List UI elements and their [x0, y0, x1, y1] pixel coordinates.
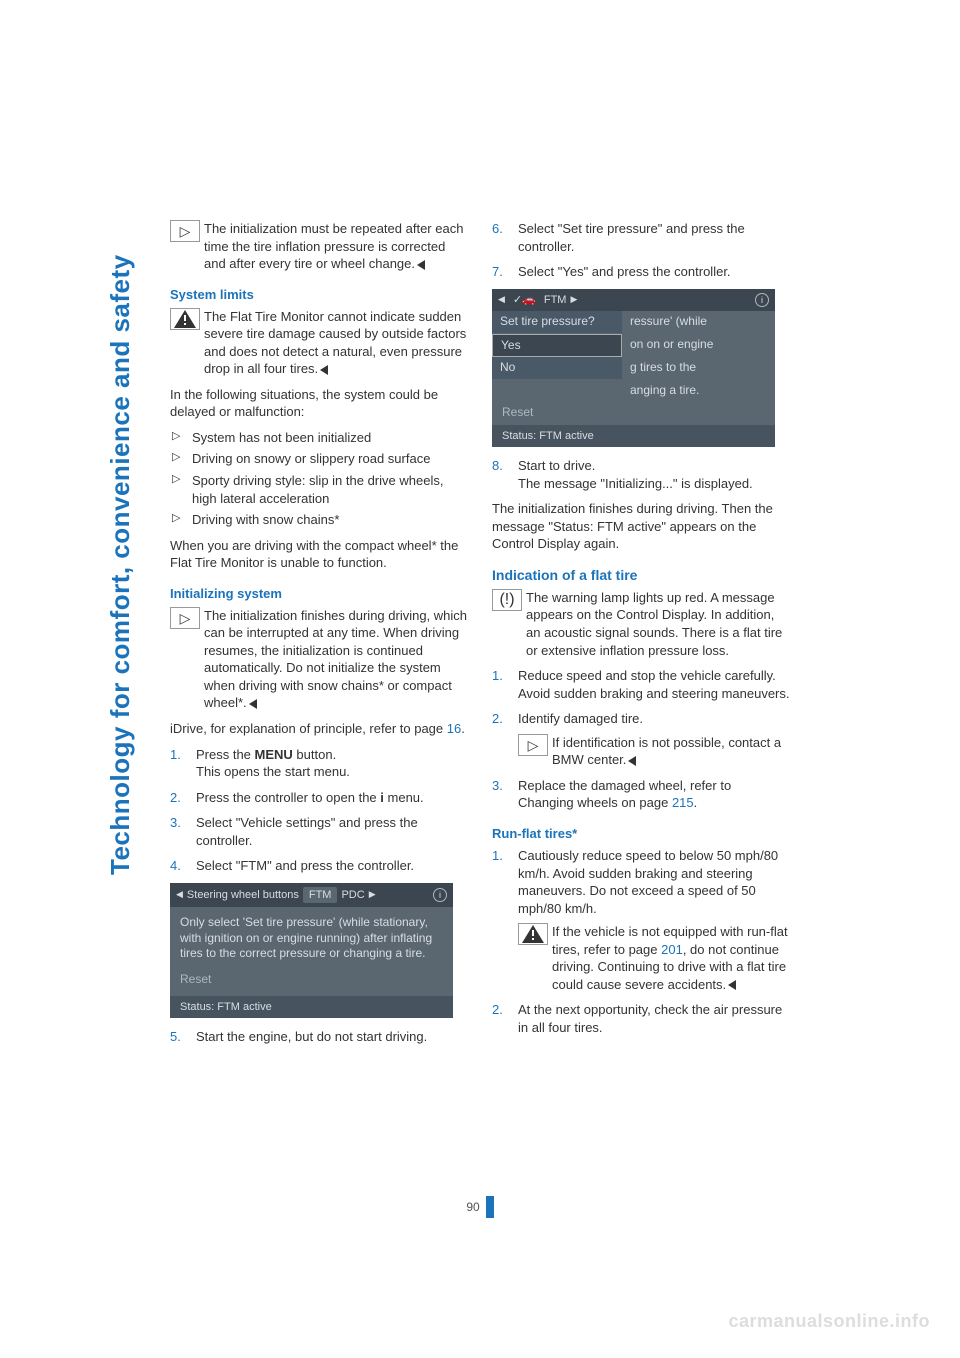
screenshot-status: Status: FTM active — [170, 996, 453, 1018]
step-6: 6.Select "Set tire pressure" and press t… — [492, 220, 790, 255]
step-2: 2. Press the controller to open the i me… — [170, 789, 468, 807]
left-column: ▷ The initialization must be repeated af… — [170, 220, 468, 1053]
page-footer: 90 — [170, 1196, 790, 1218]
page-content: ▷ The initialization must be repeated af… — [170, 220, 790, 1053]
runflat-step-1: 1.Cautiously reduce speed to below 50 mp… — [492, 847, 790, 993]
right-arrow-icon: ▶ — [369, 889, 376, 901]
info-circle-icon: i — [755, 293, 769, 307]
warning-lamp-text: The warning lamp lights up red. A messag… — [526, 589, 790, 659]
flat-tire-steps: 1.Reduce speed and stop the vehicle care… — [492, 667, 790, 812]
step-1: 1. Press the MENU button. This opens the… — [170, 746, 468, 781]
tab-steering: Steering wheel buttons — [187, 888, 299, 902]
note-initialization-repeat: ▷ The initialization must be repeated af… — [170, 220, 468, 273]
page-link-201[interactable]: 201 — [661, 942, 683, 957]
page-link-215[interactable]: 215 — [672, 795, 694, 810]
step-7: 7.Select "Yes" and press the controller. — [492, 263, 790, 281]
step-4: 4.Select "FTM" and press the controller. — [170, 857, 468, 875]
list-item: Sporty driving style: slip in the drive … — [170, 472, 468, 507]
flat-step-2: 2.Identify damaged tire. ▷ If identifica… — [492, 710, 790, 769]
idrive-reference: iDrive, for explanation of principle, re… — [170, 720, 468, 738]
sidebar-section-title: Technology for comfort, convenience and … — [105, 254, 136, 875]
init-steps-list-cont2: 6.Select "Set tire pressure" and press t… — [492, 220, 790, 281]
info-circle-icon: i — [433, 888, 447, 902]
heading-flat-tire: Indication of a flat tire — [492, 567, 790, 583]
flat-step-3: 3. Replace the damaged wheel, refer to C… — [492, 777, 790, 812]
warning-text: The Flat Tire Monitor cannot indicate su… — [204, 309, 466, 377]
init-finish-text: The initialization finishes during drivi… — [492, 500, 790, 553]
screenshot-body: Only select 'Set tire pressure' (while s… — [170, 907, 453, 970]
screenshot-status: Status: FTM active — [492, 425, 775, 447]
warning-icon — [518, 923, 548, 945]
idrive-screenshot-2: ◀ ✓🚗 FTM ▶ i Set tire pressure? ressure'… — [492, 289, 775, 448]
note-icon: ▷ — [518, 734, 548, 756]
screenshot-reset: Reset — [492, 401, 775, 425]
row-set-tire-pressure: Set tire pressure? — [492, 311, 622, 334]
right-arrow-icon: ▶ — [570, 294, 577, 306]
heading-initializing: Initializing system — [170, 586, 468, 601]
note-icon: ▷ — [170, 220, 200, 242]
delay-conditions-list: System has not been initialized Driving … — [170, 429, 468, 529]
screenshot-reset: Reset — [170, 970, 453, 996]
end-mark-icon — [320, 365, 328, 375]
flat-step-1: 1.Reduce speed and stop the vehicle care… — [492, 667, 790, 702]
list-item: Driving on snowy or slippery road surfac… — [170, 450, 468, 468]
compact-wheel-text: When you are driving with the compact wh… — [170, 537, 468, 572]
note-init: ▷ The initialization finishes during dri… — [170, 607, 468, 712]
page-marker-bar — [486, 1196, 494, 1218]
right-column: 6.Select "Set tire pressure" and press t… — [492, 220, 790, 1053]
warning-icon — [170, 308, 200, 330]
page-link-16[interactable]: 16 — [447, 721, 461, 736]
end-mark-icon — [728, 980, 736, 990]
end-mark-icon — [628, 756, 636, 766]
list-item: System has not been initialized — [170, 429, 468, 447]
tab-pdc: PDC — [341, 888, 364, 902]
row-yes: Yes — [492, 334, 622, 358]
warning-system-limits: The Flat Tire Monitor cannot indicate su… — [170, 308, 468, 378]
step-5: 5.Start the engine, but do not start dri… — [170, 1028, 468, 1046]
warning-lamp-note: (!) The warning lamp lights up red. A me… — [492, 589, 790, 659]
init-steps-list-cont3: 8. Start to drive. The message "Initiali… — [492, 457, 790, 492]
row-no: No — [492, 357, 622, 380]
tab-ftm: FTM — [303, 887, 338, 903]
left-arrow-icon: ◀ — [498, 294, 505, 306]
delay-intro-text: In the following situations, the system … — [170, 386, 468, 421]
heading-system-limits: System limits — [170, 287, 468, 302]
runflat-steps: 1.Cautiously reduce speed to below 50 mp… — [492, 847, 790, 1036]
step-8: 8. Start to drive. The message "Initiali… — [492, 457, 790, 492]
tab-ftm: FTM — [544, 293, 567, 307]
step-3: 3.Select "Vehicle settings" and press th… — [170, 814, 468, 849]
heading-runflat: Run-flat tires* — [492, 826, 790, 841]
check-car-icon: ✓🚗 — [513, 293, 536, 307]
flat-tire-warning-icon: (!) — [492, 589, 522, 611]
note-text: The initialization finishes during drivi… — [204, 608, 467, 711]
init-steps-list: 1. Press the MENU button. This opens the… — [170, 746, 468, 875]
note-icon: ▷ — [170, 607, 200, 629]
idrive-screenshot-1: ◀ Steering wheel buttons FTM PDC ▶ i Onl… — [170, 883, 453, 1018]
init-steps-list-cont: 5.Start the engine, but do not start dri… — [170, 1028, 468, 1046]
note-text: If identification is not possible, conta… — [552, 735, 781, 768]
end-mark-icon — [249, 699, 257, 709]
list-item: Driving with snow chains* — [170, 511, 468, 529]
end-mark-icon — [417, 260, 425, 270]
page-number: 90 — [466, 1200, 479, 1214]
runflat-step-2: 2.At the next opportunity, check the air… — [492, 1001, 790, 1036]
left-arrow-icon: ◀ — [176, 889, 183, 901]
watermark: carmanualsonline.info — [728, 1311, 930, 1332]
